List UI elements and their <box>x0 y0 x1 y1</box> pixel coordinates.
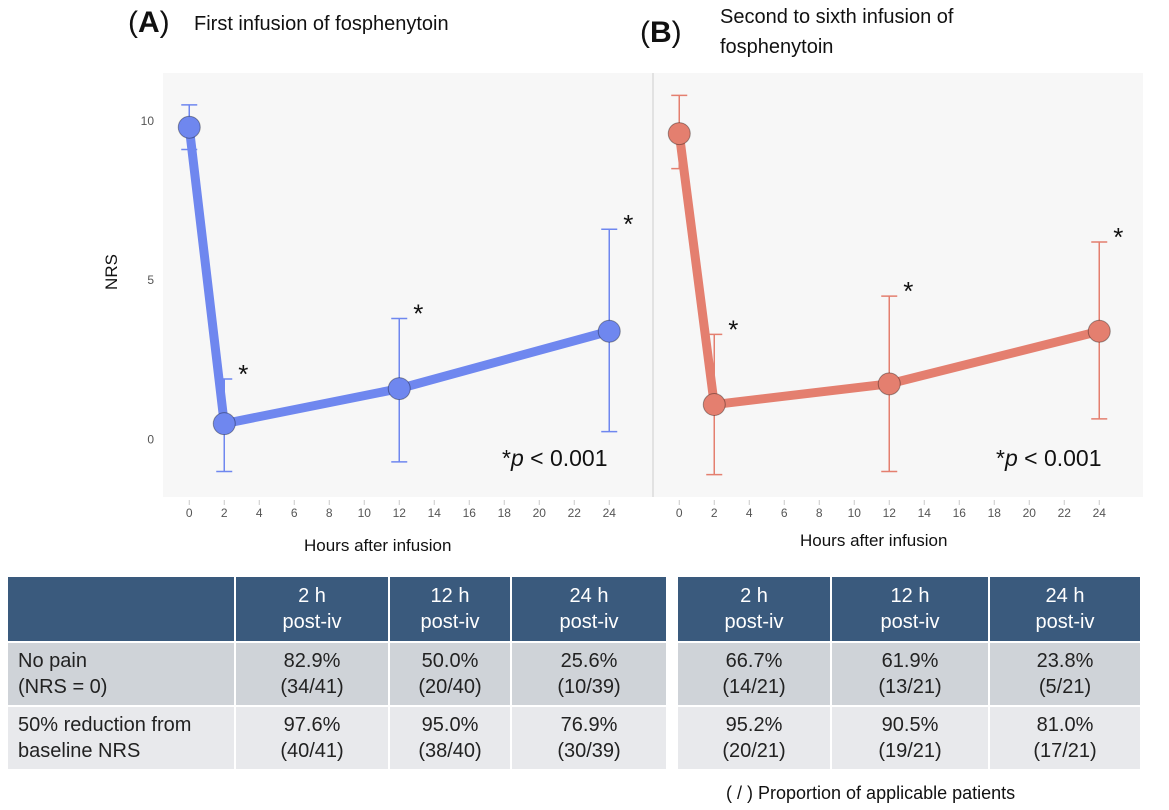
data-point-b <box>1087 319 1111 343</box>
x-tick-label-b: 0 <box>676 506 683 520</box>
plot-b-background <box>653 73 1143 497</box>
data-point-a <box>212 412 236 436</box>
table-cell: 81.0% (17/21) <box>988 705 1142 771</box>
table-cell: 90.5% (19/21) <box>830 705 990 771</box>
table-b-header-row: 2 h post-iv 12 h post-iv 24 h post-iv <box>676 575 1142 643</box>
x-axis-title-a: Hours after infusion <box>304 536 452 555</box>
data-point-a <box>387 377 411 401</box>
chart-a-title: First infusion of fosphenytoin <box>194 13 449 35</box>
footnote: ( / ) Proportion of applicable patients <box>726 783 1016 803</box>
table-b-header-2h: 2 h post-iv <box>676 575 832 643</box>
table-cell: 95.0% (38/40) <box>388 705 512 771</box>
table-cell: 97.6% (40/41) <box>234 705 390 771</box>
data-point-b <box>702 393 726 417</box>
x-tick-label-a: 2 <box>221 506 228 520</box>
x-tick-label-a: 10 <box>358 506 372 520</box>
table-cell: 50.0% (20/40) <box>388 641 512 707</box>
x-tick-label-a: 4 <box>256 506 263 520</box>
plot-a-background <box>163 73 653 497</box>
data-point-a <box>597 319 621 343</box>
significance-star-a: * <box>623 209 633 239</box>
x-tick-label-a: 8 <box>326 506 333 520</box>
x-tick-label-a: 16 <box>463 506 477 520</box>
x-tick-label-a: 6 <box>291 506 298 520</box>
significance-star-b: * <box>903 276 913 306</box>
table-a-header-24h: 24 h post-iv <box>510 575 668 643</box>
x-tick-label-a: 24 <box>603 506 617 520</box>
x-tick-label-b: 4 <box>746 506 753 520</box>
data-point-b <box>877 372 901 396</box>
x-tick-label-b: 16 <box>953 506 967 520</box>
table-cell: 66.7% (14/21) <box>676 641 832 707</box>
row-label-50-reduction: 50% reduction from baseline NRS <box>6 705 236 771</box>
y-tick-label-a: 10 <box>141 114 155 128</box>
table-cell: 95.2% (20/21) <box>676 705 832 771</box>
x-tick-label-b: 22 <box>1058 506 1072 520</box>
table-a-header-row: 2 h post-iv 12 h post-iv 24 h post-iv <box>6 575 668 643</box>
series-line-b <box>674 129 1104 410</box>
y-tick-label-a: 5 <box>147 273 154 287</box>
x-tick-label-a: 14 <box>428 506 442 520</box>
x-tick-label-a: 22 <box>568 506 582 520</box>
x-tick-label-a: 18 <box>498 506 512 520</box>
table-cell: 25.6% (10/39) <box>510 641 668 707</box>
series-line-a <box>184 122 614 429</box>
table-a-header-2h: 2 h post-iv <box>234 575 390 643</box>
p-value-annotation-a: *p < 0.001 <box>502 445 608 471</box>
x-tick-label-a: 12 <box>393 506 407 520</box>
table-a: 2 h post-iv 12 h post-iv 24 h post-iv No pa… <box>6 575 668 771</box>
table-b-header-12h: 12 h post-iv <box>830 575 990 643</box>
row-label-no-pain: No pain (NRS = 0) <box>6 641 236 707</box>
table-a-header-12h: 12 h post-iv <box>388 575 512 643</box>
table-cell: 61.9% (13/21) <box>830 641 990 707</box>
x-tick-label-a: 0 <box>186 506 193 520</box>
table-a-header-blank <box>6 575 236 643</box>
table-b-header-24h: 24 h post-iv <box>988 575 1142 643</box>
table-cell: 76.9% (30/39) <box>510 705 668 771</box>
table-b: 2 h post-iv 12 h post-iv 24 h post-iv 66.7%… <box>676 575 1142 771</box>
x-tick-label-b: 24 <box>1093 506 1107 520</box>
p-value-annotation-b: *p < 0.001 <box>996 445 1102 471</box>
x-tick-label-b: 18 <box>988 506 1002 520</box>
significance-star-b: * <box>728 314 738 344</box>
x-tick-label-b: 12 <box>883 506 897 520</box>
significance-star-a: * <box>413 298 423 328</box>
y-axis-title-a: NRS <box>102 254 121 290</box>
x-tick-label-a: 20 <box>533 506 547 520</box>
data-point-b <box>667 122 691 146</box>
table-row: 95.2% (20/21) 90.5% (19/21) 81.0% (17/21) <box>676 705 1142 771</box>
panel-label-b: (B) <box>640 16 682 49</box>
x-tick-label-b: 14 <box>918 506 932 520</box>
x-tick-label-b: 10 <box>848 506 862 520</box>
panel-label-a: (A) <box>128 6 170 39</box>
x-tick-label-b: 6 <box>781 506 788 520</box>
x-tick-label-b: 20 <box>1023 506 1037 520</box>
significance-star-b: * <box>1113 222 1123 252</box>
x-tick-label-b: 2 <box>711 506 718 520</box>
chart-b-title: Second to sixth infusion of fosphenytoin <box>720 6 954 58</box>
table-cell: 23.8% (5/21) <box>988 641 1142 707</box>
data-point-a <box>177 115 201 139</box>
table-row: 50% reduction from baseline NRS 97.6% (40/… <box>6 705 668 771</box>
significance-star-a: * <box>238 359 248 389</box>
x-tick-label-b: 8 <box>816 506 823 520</box>
y-tick-label-a: 0 <box>147 433 154 447</box>
x-axis-title-b: Hours after infusion <box>800 531 948 550</box>
table-row: No pain (NRS = 0) 82.9% (34/41) 50.0% (20/4… <box>6 641 668 707</box>
table-cell: 82.9% (34/41) <box>234 641 390 707</box>
table-row: 66.7% (14/21) 61.9% (13/21) 23.8% (5/21) <box>676 641 1142 707</box>
